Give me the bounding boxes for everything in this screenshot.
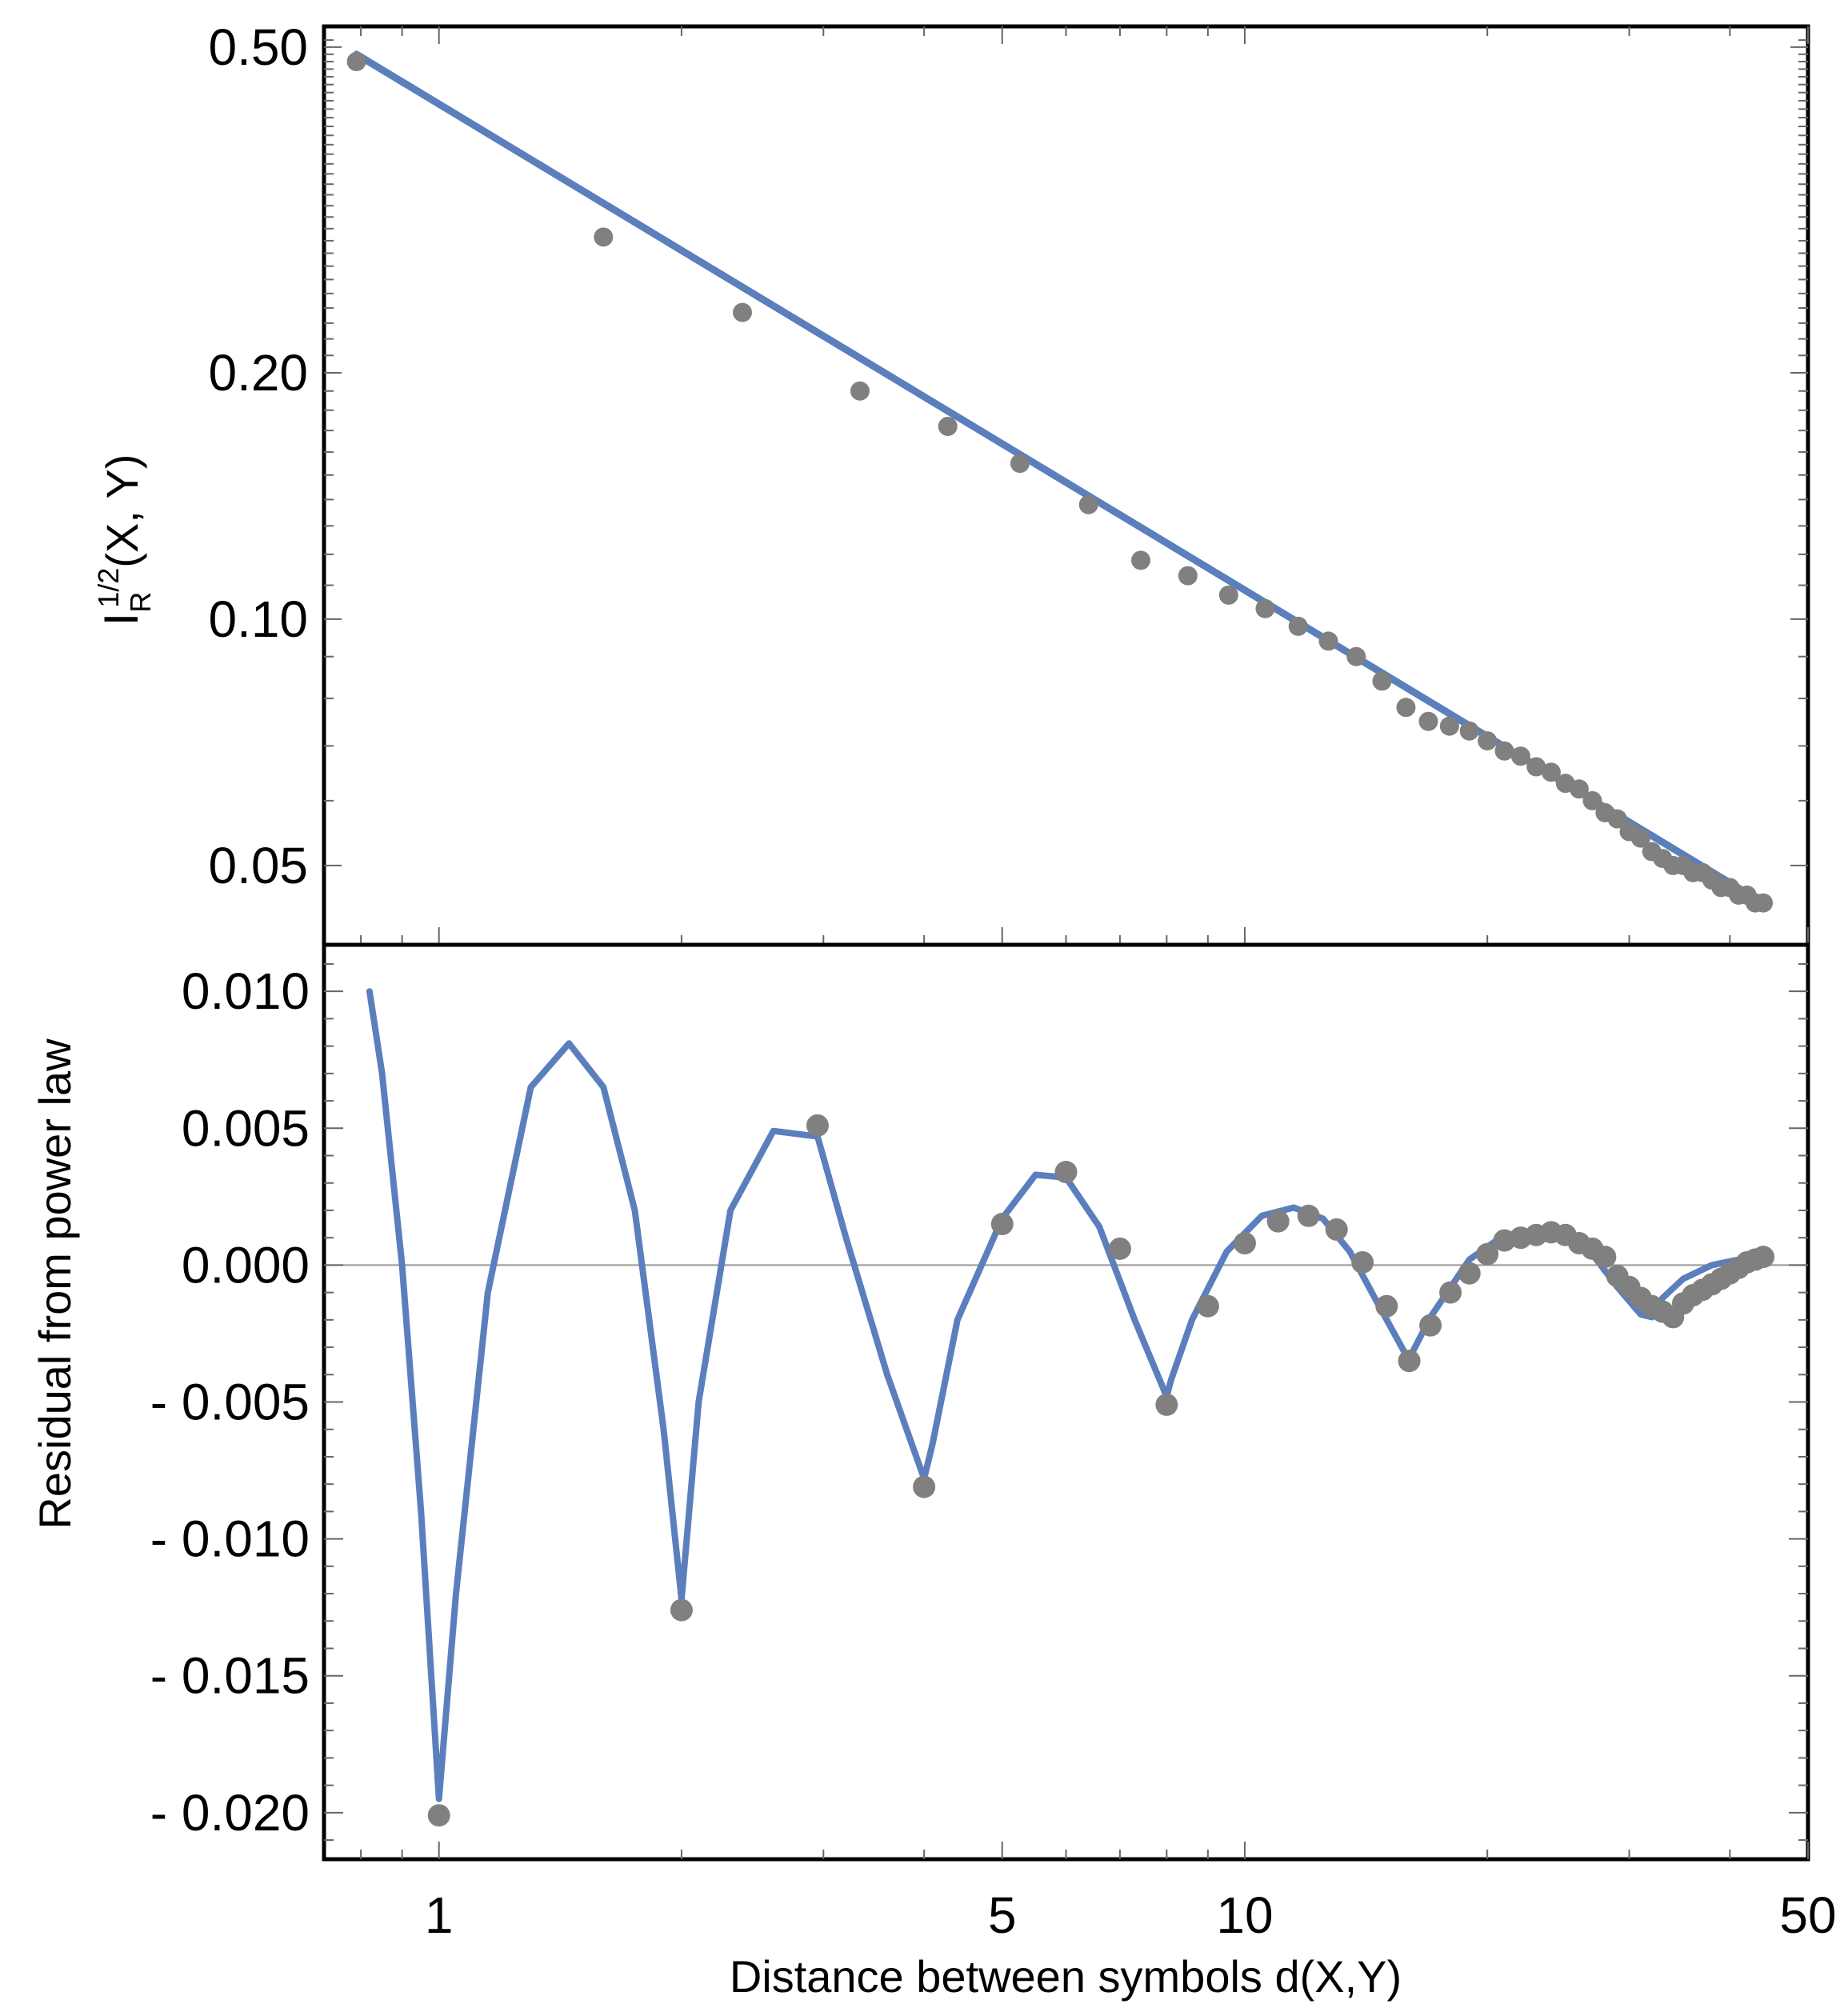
bottom-y-tick-label: - 0.010 <box>150 1510 310 1568</box>
top-y-tick-label: 0.50 <box>208 18 308 76</box>
top-data-point <box>1510 746 1530 766</box>
residual-data-point <box>806 1114 829 1137</box>
top-y-axis-title-main: I <box>94 613 148 626</box>
top-y-axis-title-sub: R <box>124 592 157 613</box>
top-data-point <box>1418 711 1438 731</box>
top-data-point <box>594 227 614 247</box>
top-data-point <box>1526 757 1546 777</box>
bottom-y-tick-label: 0.000 <box>182 1236 310 1294</box>
top-data-points <box>346 52 1774 913</box>
residual-curve-path <box>366 988 1767 1802</box>
residual-data-point <box>1155 1393 1178 1416</box>
bottom-panel: 0.010 0.005 0.000 - 0.005 - 0.010 - 0.015 - 0.… <box>30 942 1836 2002</box>
top-data-point <box>1131 550 1151 570</box>
top-panel: 0.05 0.10 0.20 0.50 IR1/2(X, Y) <box>92 18 1810 947</box>
bottom-x-tick-label: 1 <box>425 1886 454 1944</box>
top-data-point <box>1630 828 1650 848</box>
residual-data-point <box>1266 1210 1290 1233</box>
residual-data-point <box>913 1475 936 1498</box>
residual-data-point <box>1439 1281 1462 1304</box>
residual-data-point <box>427 1804 450 1827</box>
top-y-tick-label: 0.10 <box>208 590 308 648</box>
top-y-ticks <box>324 39 1808 946</box>
bottom-y-tick-label: 0.005 <box>182 1099 310 1157</box>
top-data-point <box>1607 809 1627 829</box>
top-y-axis-title-tail: (X, Y) <box>97 454 147 568</box>
top-y-tick-labels: 0.05 0.10 0.20 0.50 <box>208 18 308 894</box>
top-y-axis-title-sup: 1/2 <box>92 568 125 608</box>
top-data-point <box>1078 494 1098 514</box>
residual-data-point <box>1351 1250 1374 1274</box>
top-y-tick-label: 0.05 <box>208 837 308 894</box>
bottom-x-tick-label: 50 <box>1779 1886 1836 1944</box>
residual-data-point <box>1054 1161 1078 1184</box>
top-data-point <box>1218 585 1238 605</box>
top-data-point <box>1439 716 1459 736</box>
top-data-point <box>1459 721 1479 741</box>
top-data-point <box>1754 893 1774 913</box>
top-data-point <box>1372 671 1392 691</box>
bottom-y-tick-label: 0.010 <box>182 962 310 1020</box>
residual-data-point <box>1196 1294 1219 1318</box>
bottom-x-ticks <box>360 1842 1809 1859</box>
bottom-x-tick-labels: 1 5 10 50 <box>425 1886 1836 1944</box>
top-data-point <box>938 416 958 436</box>
bottom-x-tick-label: 5 <box>988 1886 1017 1944</box>
bottom-plot-frame <box>322 942 1810 1862</box>
bottom-y-tick-label: - 0.015 <box>150 1647 310 1705</box>
top-data-point <box>1178 566 1198 586</box>
top-y-axis-title: IR1/2(X, Y) <box>92 454 157 626</box>
bottom-x-tick-label: 10 <box>1216 1886 1273 1944</box>
top-data-point <box>1396 698 1416 718</box>
residual-data-point <box>670 1598 693 1622</box>
residual-data-point <box>1375 1294 1398 1318</box>
top-data-point <box>733 302 753 322</box>
top-data-point <box>1541 762 1561 782</box>
residual-data-point <box>1325 1218 1348 1241</box>
residual-data-point <box>1594 1246 1617 1269</box>
top-data-point <box>1255 598 1275 618</box>
residual-data-point <box>1233 1232 1256 1255</box>
bottom-y-ticks <box>324 962 1808 1842</box>
top-data-point <box>850 381 870 401</box>
residual-data-point <box>1297 1204 1320 1227</box>
bottom-y-tick-labels: 0.010 0.005 0.000 - 0.005 - 0.010 - 0.015 - 0.… <box>150 962 310 1842</box>
bottom-y-axis-title: Residual from power law <box>30 1038 80 1530</box>
top-data-point <box>1318 631 1338 651</box>
bottom-y-tick-label: - 0.005 <box>150 1374 310 1431</box>
residual-curve <box>366 988 1767 1802</box>
residual-data-point <box>1398 1350 1421 1373</box>
residual-data-point <box>990 1213 1014 1236</box>
top-data-point <box>1582 790 1602 810</box>
top-data-point <box>1288 616 1308 636</box>
residual-data-point <box>1476 1242 1499 1266</box>
residual-data-point <box>1108 1237 1131 1260</box>
top-data-point <box>346 52 366 72</box>
top-data-point <box>1569 779 1589 799</box>
residual-data-point <box>1458 1262 1481 1285</box>
top-data-point <box>1346 646 1366 666</box>
top-data-point <box>1010 454 1030 474</box>
residual-data-point <box>1419 1314 1442 1337</box>
x-axis-title: Distance between symbols d(X,Y) <box>730 1951 1402 2002</box>
bottom-y-tick-label: - 0.020 <box>150 1784 310 1842</box>
top-y-tick-label: 0.20 <box>208 344 308 402</box>
top-data-point <box>1478 731 1498 751</box>
residual-data-points <box>427 1114 1775 1827</box>
top-data-point <box>1494 741 1514 761</box>
residual-data-point <box>1752 1246 1775 1269</box>
